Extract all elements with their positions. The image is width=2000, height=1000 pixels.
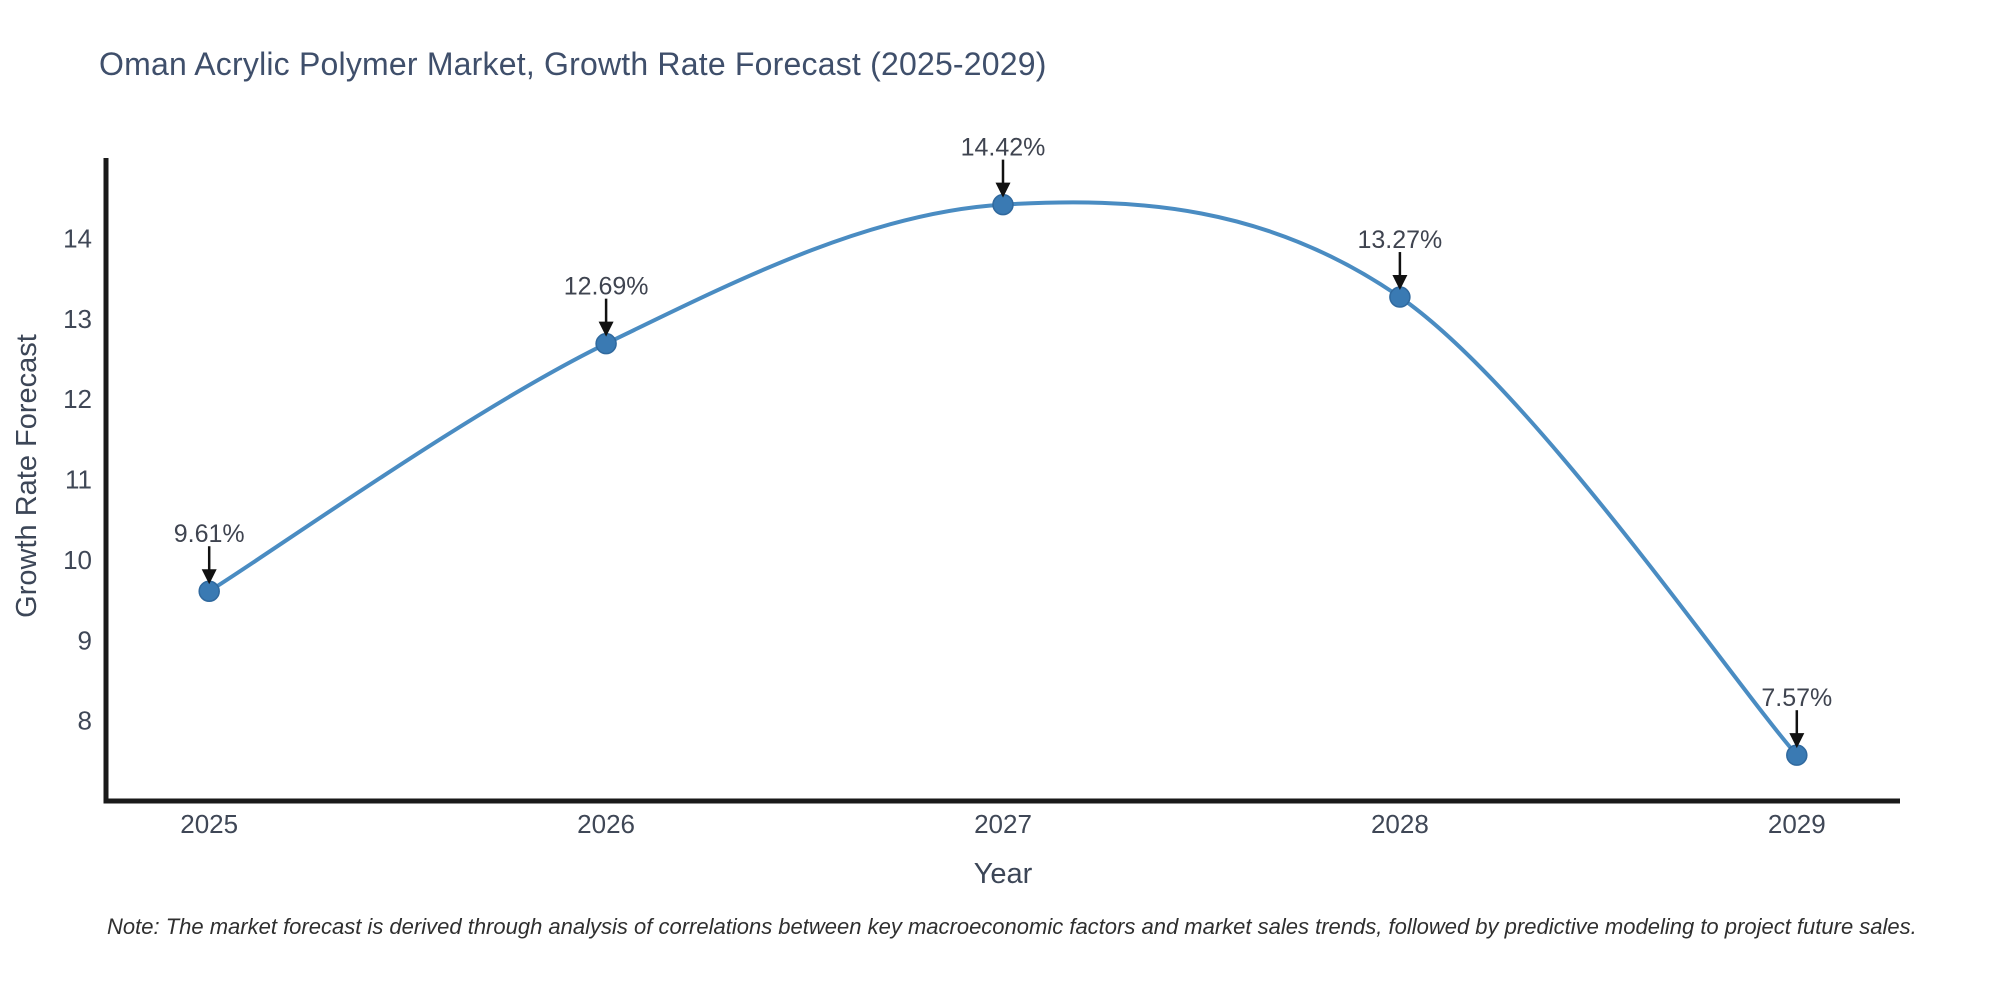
y-tick-label: 8 (78, 706, 92, 736)
x-axis-title: Year (973, 858, 1033, 890)
forecast-line (207, 200, 1799, 758)
data-point-label: 9.61% (174, 520, 245, 548)
data-point-label: 12.69% (564, 273, 649, 301)
x-tick-label: 2026 (577, 809, 635, 839)
chart-title: Oman Acrylic Polymer Market, Growth Rate… (99, 46, 1047, 82)
y-tick-label: 14 (63, 223, 92, 253)
annotation-arrow-head (995, 182, 1011, 198)
annotation-arrow-head (1392, 275, 1408, 291)
data-point-label: 14.42% (961, 134, 1046, 162)
y-axis-title: Growth Rate Forecast (11, 334, 43, 618)
y-tick-label: 11 (65, 465, 92, 495)
x-tick-label: 2029 (1768, 809, 1826, 839)
x-tick-label: 2025 (180, 809, 238, 839)
x-tick-label: 2028 (1371, 809, 1429, 839)
annotation-arrow-head (598, 321, 614, 337)
y-tick-label: 13 (63, 304, 92, 334)
data-point-label: 7.57% (1761, 684, 1832, 712)
annotation-arrow-head (201, 569, 217, 585)
y-tick-label: 12 (63, 384, 92, 414)
data-point-label: 13.27% (1358, 226, 1443, 254)
chart-footnote: Note: The market forecast is derived thr… (107, 914, 1917, 939)
annotation-arrow-head (1789, 733, 1805, 749)
x-tick-label: 2027 (974, 809, 1032, 839)
y-tick-label: 10 (63, 545, 92, 575)
y-tick-label: 9 (78, 625, 92, 655)
